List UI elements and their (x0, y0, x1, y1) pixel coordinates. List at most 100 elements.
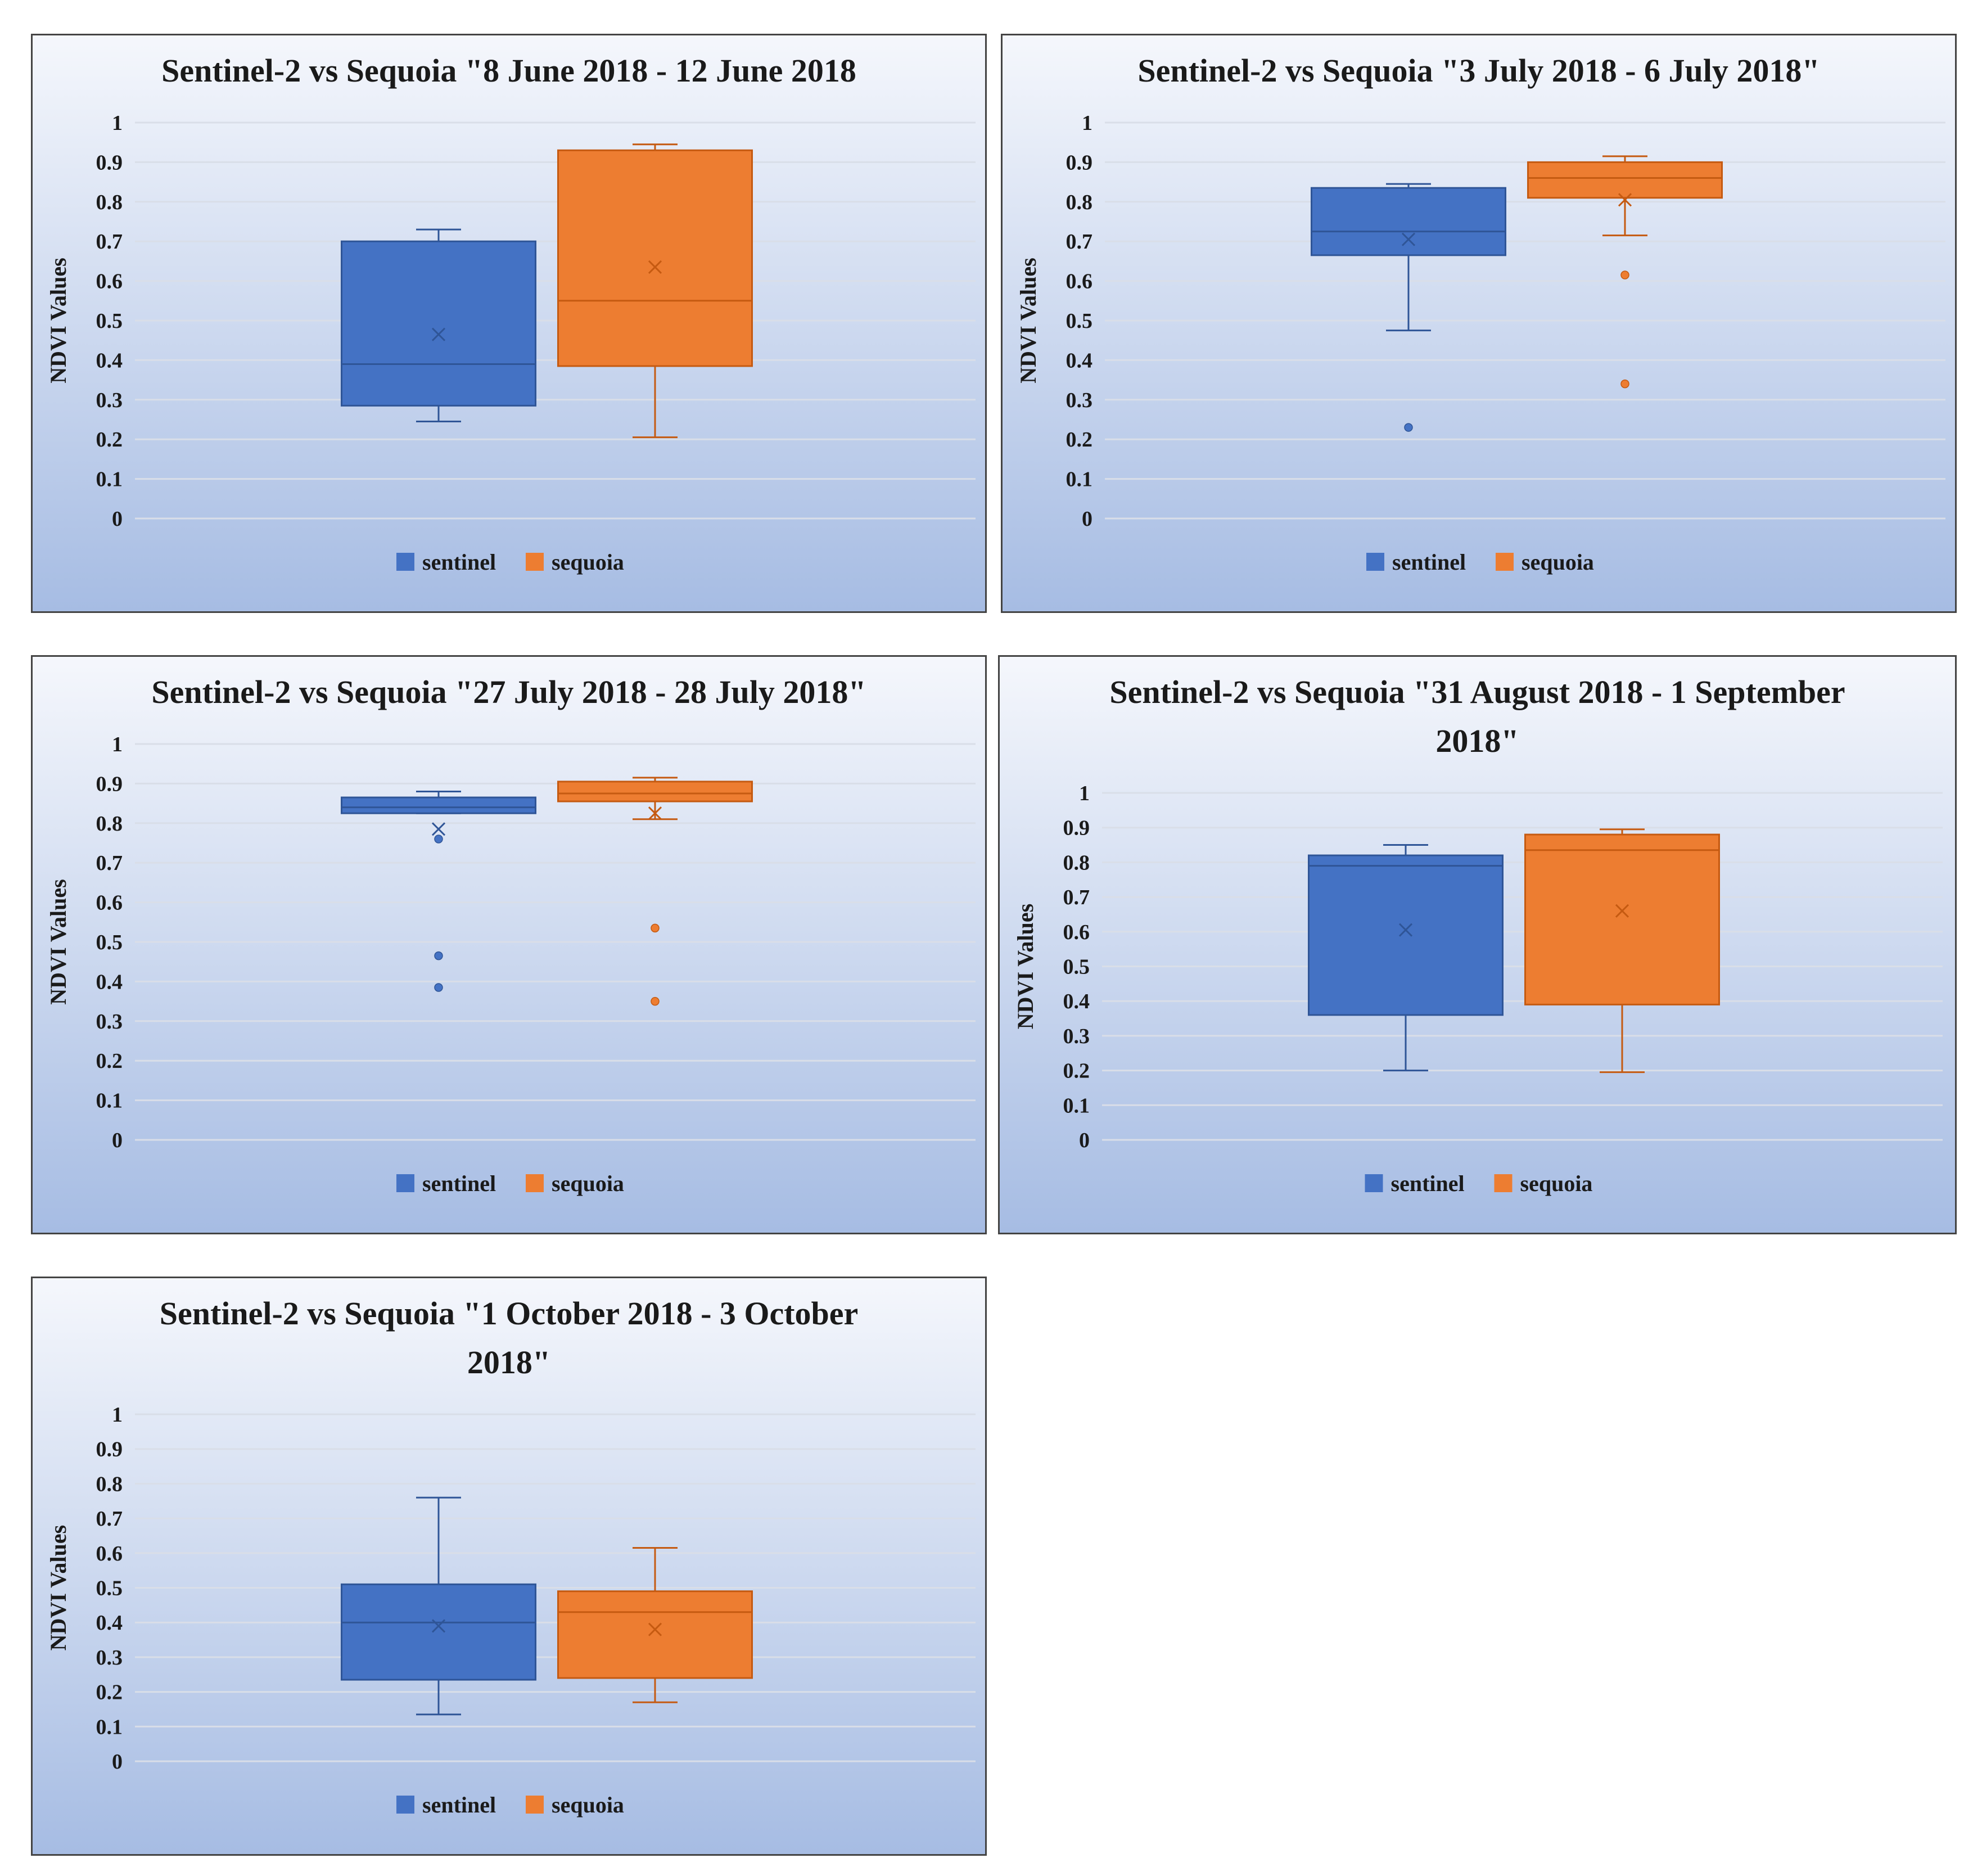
sequoia-outlier (651, 923, 660, 933)
y-tick-label: 0.9 (96, 1438, 123, 1462)
y-tick-label: 0 (112, 507, 123, 531)
chart-panel-1: Sentinel-2 vs Sequoia "8 June 2018 - 12 … (31, 34, 987, 613)
y-tick-label: 0.4 (96, 970, 123, 994)
y-tick-label: 0.1 (1066, 468, 1093, 491)
y-tick-label: 0.9 (96, 772, 123, 796)
sentinel-box (341, 1583, 536, 1681)
chart-panel-4: Sentinel-2 vs Sequoia "31 August 2018 - … (998, 655, 1957, 1234)
y-tick-label: 0.3 (96, 389, 123, 412)
chart-frame (31, 655, 987, 1234)
y-tick-label: 0.4 (96, 1611, 123, 1635)
y-tick-label: 0.2 (1066, 428, 1093, 452)
y-tick-label: 0.8 (1063, 851, 1090, 874)
y-tick-label: 0.3 (96, 1646, 123, 1670)
chart-title: Sentinel-2 vs Sequoia "3 July 2018 - 6 J… (1137, 52, 1820, 89)
y-tick-label: 0.9 (1063, 817, 1090, 840)
sentinel-box (341, 240, 536, 407)
y-tick-label: 0 (112, 1750, 123, 1774)
chart-5: Sentinel-2 vs Sequoia "1 October 2018 - … (31, 1277, 987, 1856)
chart-panel-2: Sentinel-2 vs Sequoia "3 July 2018 - 6 J… (1001, 34, 1957, 613)
y-tick-label: 0.6 (1063, 921, 1090, 944)
sequoia-mean-marker (648, 1622, 662, 1636)
chart-3: Sentinel-2 vs Sequoia "27 July 2018 - 28… (31, 655, 987, 1234)
legend-label-sequoia: sequoia (1522, 549, 1594, 575)
y-tick-label: 0.5 (96, 1577, 123, 1600)
sequoia-box (1527, 161, 1723, 199)
sentinel-outlier (1404, 423, 1413, 432)
legend-swatch-sentinel (1366, 553, 1384, 571)
sequoia-box (1524, 833, 1720, 1005)
y-tick-label: 0.6 (96, 270, 123, 294)
y-tick-label: 1 (112, 111, 123, 135)
legend-label-sequoia: sequoia (552, 549, 624, 575)
sentinel-outlier (434, 983, 443, 992)
y-tick-label: 0.5 (1063, 955, 1090, 979)
legend-swatch-sequoia (526, 553, 544, 571)
sequoia-outlier (1620, 379, 1629, 389)
y-tick-label: 0.8 (96, 191, 123, 214)
y-tick-label: 0.2 (96, 1049, 123, 1073)
y-tick-label: 0.6 (96, 891, 123, 915)
sequoia-mean-marker (1618, 193, 1632, 207)
y-axis-label: NDVI Values (46, 879, 71, 1004)
sentinel-mean-marker (431, 327, 446, 341)
sentinel-outlier (434, 951, 443, 960)
chart-title: 2018" (1435, 723, 1519, 759)
chart-frame (1001, 34, 1957, 613)
y-tick-label: 0.5 (1066, 309, 1093, 333)
y-tick-label: 0.3 (1063, 1025, 1090, 1048)
sequoia-mean-marker (1615, 904, 1629, 918)
sequoia-mean-marker (648, 806, 662, 820)
sequoia-box (557, 781, 753, 802)
legend-label-sequoia: sequoia (1520, 1171, 1593, 1196)
y-tick-label: 0.4 (1063, 990, 1090, 1013)
legend-label-sequoia: sequoia (552, 1171, 624, 1196)
y-tick-label: 0.7 (1066, 230, 1093, 254)
chart-frame (31, 1277, 987, 1856)
sequoia-box (557, 149, 753, 367)
y-tick-label: 0.9 (1066, 151, 1093, 174)
y-tick-label: 0.4 (1066, 349, 1093, 372)
sequoia-outlier (651, 996, 660, 1006)
sentinel-mean-marker (1398, 923, 1413, 937)
chart-title: Sentinel-2 vs Sequoia "31 August 2018 - … (1109, 674, 1845, 710)
y-tick-label: 0.3 (1066, 389, 1093, 412)
legend-label-sentinel: sentinel (1391, 1171, 1465, 1196)
sequoia-box (557, 1590, 753, 1679)
legend-swatch-sentinel (396, 1796, 414, 1814)
y-tick-label: 1 (112, 1403, 123, 1427)
legend-label-sequoia: sequoia (552, 1792, 624, 1818)
legend-label-sentinel: sentinel (422, 1171, 496, 1196)
sequoia-outlier (1620, 270, 1629, 279)
y-tick-label: 0.2 (96, 1681, 123, 1704)
legend-swatch-sequoia (1494, 1174, 1513, 1192)
y-tick-label: 0.1 (96, 1715, 123, 1739)
y-tick-label: 0.1 (96, 1089, 123, 1113)
y-tick-label: 0.1 (1063, 1094, 1090, 1117)
y-tick-label: 1 (1082, 111, 1092, 135)
sentinel-box (341, 796, 536, 814)
legend-label-sentinel: sentinel (422, 1792, 496, 1818)
legend-swatch-sequoia (526, 1174, 544, 1192)
chart-title: 2018" (467, 1344, 550, 1381)
y-tick-label: 0.6 (96, 1542, 123, 1566)
y-tick-label: 1 (112, 733, 123, 756)
sentinel-box (1308, 854, 1504, 1016)
y-tick-label: 0.8 (96, 812, 123, 836)
sentinel-mean-marker (431, 822, 446, 836)
y-tick-label: 0.9 (96, 151, 123, 174)
y-tick-label: 0.3 (96, 1010, 123, 1034)
y-tick-label: 1 (1079, 782, 1090, 805)
legend-swatch-sequoia (526, 1796, 544, 1814)
y-tick-label: 0.7 (96, 851, 123, 875)
y-tick-label: 0.8 (1066, 191, 1093, 214)
chart-1: Sentinel-2 vs Sequoia "8 June 2018 - 12 … (31, 34, 987, 613)
chart-title: Sentinel-2 vs Sequoia "27 July 2018 - 28… (151, 674, 866, 710)
chart-4: Sentinel-2 vs Sequoia "31 August 2018 - … (998, 655, 1957, 1234)
y-axis-label: NDVI Values (1015, 258, 1041, 383)
y-tick-label: 0.5 (96, 931, 123, 954)
y-tick-label: 0.8 (96, 1472, 123, 1496)
legend-swatch-sentinel (396, 1174, 414, 1192)
y-tick-label: 0.6 (1066, 270, 1093, 294)
y-tick-label: 0 (1082, 507, 1092, 531)
